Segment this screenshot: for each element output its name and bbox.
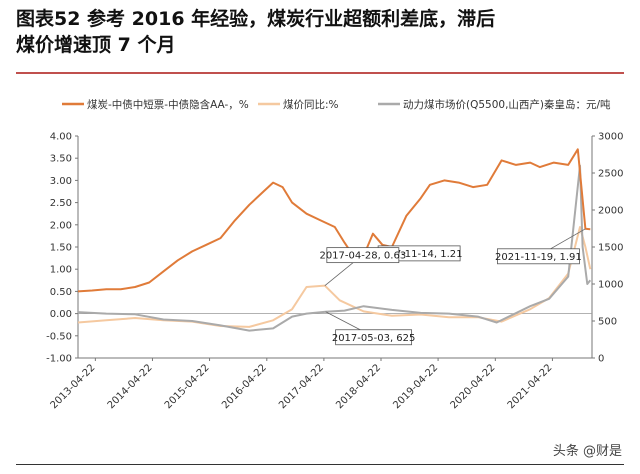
y-left-tick-label: -0.50 [46,331,72,342]
y-left-tick-label: 3.50 [50,154,72,165]
y-right-tick-label: 1000 [598,280,623,291]
legend-label-3: 动力煤市场价(Q5500,山西产)秦皇岛：元/吨 [403,98,611,111]
series-line-1 [77,148,591,293]
y-right-tick-label: 0 [598,354,604,365]
x-tick-label: 2014-04-22 [106,362,155,411]
title-divider [16,72,624,74]
series-line-3 [77,164,592,332]
annotation-box-2 [326,247,400,264]
annotation-box-3 [335,329,413,346]
annotation-label-1: 2017-11-14, 1.21 [376,249,463,260]
footer-divider [16,464,624,465]
x-tick-label: 2018-04-22 [334,362,383,411]
annotation-label-3: 2017-05-03, 625 [332,333,416,344]
chart-title-line2: 煤价增速顶 7 个月 [16,34,176,56]
watermark: 头条 @财是 [552,444,622,459]
y-left-tick-label: 3.00 [50,176,72,187]
y-right-tick-label: 2000 [598,206,623,217]
y-left-tick-label: 1.50 [50,243,72,254]
annotation-label-4: 2021-11-19, 1.91 [495,252,582,263]
chart-title-line1: 图表52 参考 2016 年经验，煤炭行业超额利差底，滞后 [16,8,496,30]
y-left-tick-label: 0.00 [50,309,72,320]
y-left-tick-label: 4.00 [50,132,72,143]
annotation-box-4 [497,248,580,265]
x-tick-label: 2021-04-22 [506,362,555,411]
y-right-tick-label: 3000 [598,132,623,143]
y-left-tick-label: 2.00 [50,220,72,231]
annotation-label-2: 2017-04-28, 0.63 [319,251,406,262]
y-right-tick-label: 2500 [598,169,623,180]
x-tick-label: 2013-04-22 [49,362,98,411]
x-tick-label: 2015-04-22 [163,362,212,411]
x-tick-label: 2020-04-22 [449,362,498,411]
y-right-tick-label: 1500 [598,243,623,254]
y-left-tick-label: -1.00 [46,354,72,365]
legend-label-1: 煤炭-中债中短票-中债隐含AA-，% [87,98,249,111]
y-left-tick-label: 0.50 [50,287,72,298]
x-tick-label: 2016-04-22 [220,362,269,411]
y-left-tick-label: 2.50 [50,198,72,209]
x-tick-label: 2017-04-22 [277,362,326,411]
y-left-tick-label: 1.00 [50,265,72,276]
y-right-tick-label: 500 [598,317,617,328]
chart-title: 图表52 参考 2016 年经验，煤炭行业超额利差底，滞后 煤价增速顶 7 个月 [16,6,626,58]
x-tick-label: 2019-04-22 [391,362,440,411]
legend-label-2: 煤价同比:% [283,98,339,111]
